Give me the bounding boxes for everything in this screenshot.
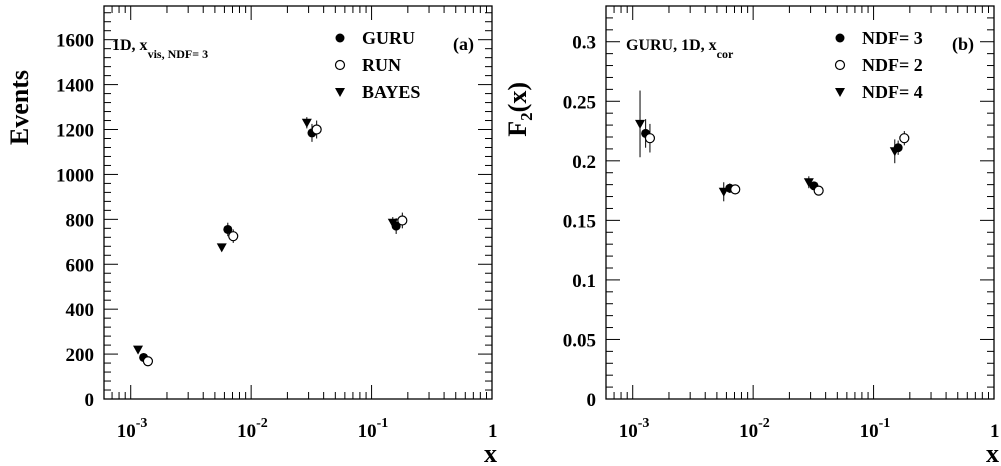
- y-tick-label: 400: [66, 300, 95, 321]
- x-tick-label: 10-1: [860, 416, 891, 442]
- plot-frame: [605, 5, 995, 400]
- legend-marker: [835, 33, 845, 43]
- y-tick-label: 0.3: [572, 33, 596, 54]
- legend: GURU RUN BAYES: [334, 28, 420, 102]
- x-tick-label-base: 10: [358, 421, 377, 442]
- y-tick-label: 0.15: [563, 211, 596, 232]
- series-2: [644, 123, 910, 196]
- series-1: [641, 119, 903, 193]
- annotation-main: 1D, x: [112, 37, 148, 54]
- annotation-sub: vis, NDF= 3: [148, 47, 209, 61]
- legend-label: NDF= 3: [862, 28, 923, 48]
- x-tick-label-exponent: -2: [256, 416, 268, 431]
- y-axis-title: Events: [5, 70, 34, 145]
- series-3: [133, 117, 398, 355]
- y-tick-label: 600: [66, 255, 95, 276]
- chart-panel-b: 10-3 10-2 10-1 100.050.10.150.20.250.3xF2(x…: [503, 5, 1000, 466]
- x-tick-label: 1: [488, 421, 498, 442]
- data-point: [889, 147, 900, 157]
- y-axis-title-sub: 2: [517, 112, 536, 121]
- legend-label: RUN: [362, 55, 401, 75]
- x-tick-label-exponent: -1: [377, 416, 389, 431]
- y-tick-label: 0.2: [572, 152, 596, 173]
- data-point: [803, 178, 814, 188]
- data-point: [216, 243, 227, 253]
- y-tick-label: 0: [587, 390, 597, 411]
- legend-label: NDF= 2: [862, 55, 923, 75]
- data-point: [644, 133, 656, 144]
- y-tick-label: 0.1: [572, 271, 596, 292]
- data-point: [718, 187, 729, 197]
- panel-label: (a): [453, 34, 474, 55]
- data-point: [397, 215, 408, 226]
- x-tick-label-exponent: -3: [136, 416, 148, 431]
- series-3: [635, 90, 900, 202]
- data-point: [813, 185, 824, 196]
- y-tick-label: 0.25: [563, 92, 596, 113]
- data-point: [142, 356, 154, 367]
- x-tick-label-base: 1: [488, 421, 498, 442]
- x-tick-label-base: 10: [237, 421, 256, 442]
- x-tick-label-exponent: -2: [758, 416, 770, 431]
- y-axis-title-group: Events: [5, 70, 34, 145]
- legend-marker: [335, 33, 345, 43]
- annotation-main: GURU, 1D, x: [626, 37, 717, 54]
- panel-annotation: 1D, xvis, NDF= 3: [112, 37, 208, 61]
- legend-marker: [834, 59, 846, 71]
- y-tick-label: 1400: [56, 76, 94, 97]
- legend-marker: [335, 88, 345, 97]
- x-tick-label: 10-3: [619, 416, 650, 442]
- y-tick-label: 200: [66, 345, 95, 366]
- x-tick-label-exponent: -1: [879, 416, 891, 431]
- legend-label: BAYES: [362, 82, 420, 102]
- x-tick-label-base: 10: [739, 421, 758, 442]
- x-tick-label: 10-1: [358, 416, 389, 442]
- y-axis-title: F2(x): [503, 82, 536, 137]
- y-tick-label: 1600: [56, 31, 94, 52]
- x-tick-label: 10-2: [739, 416, 770, 442]
- x-tick-label: 1: [990, 421, 1000, 442]
- y-axis-title-rest: (x): [503, 82, 532, 112]
- chart-panel-a: 10-3 10-2 10-1 1020040060080010001200140016…: [5, 5, 498, 466]
- data-point: [311, 124, 322, 135]
- y-axis-title-group: F2(x): [503, 82, 536, 137]
- y-tick-label: 1200: [56, 121, 94, 142]
- data-point: [730, 184, 741, 195]
- y-tick-label: 800: [66, 210, 95, 231]
- x-tick-label: 10-3: [117, 416, 148, 442]
- legend: NDF= 3 NDF= 2 NDF= 4: [834, 28, 923, 102]
- panel-annotation: GURU, 1D, xcor: [626, 37, 734, 61]
- data-point: [387, 218, 398, 228]
- y-tick-label: 0: [85, 390, 95, 411]
- panel-label: (b): [952, 34, 974, 55]
- x-tick-label-exponent: -3: [638, 416, 650, 431]
- data-point: [301, 118, 312, 128]
- data-point: [223, 224, 233, 234]
- data-point: [228, 231, 239, 242]
- legend-marker: [835, 88, 845, 97]
- y-tick-label: 0.05: [563, 330, 596, 351]
- series-1: [139, 123, 401, 362]
- annotation-sub: cor: [717, 47, 734, 61]
- data-point: [635, 119, 646, 129]
- x-tick-label-base: 1: [990, 421, 1000, 442]
- y-tick-label: 1000: [56, 165, 94, 186]
- x-tick-label-base: 10: [117, 421, 136, 442]
- data-point: [899, 133, 910, 144]
- legend-marker: [334, 59, 346, 71]
- series-2: [142, 120, 408, 367]
- x-tick-label: 10-2: [237, 416, 268, 442]
- x-tick-label-base: 10: [860, 421, 879, 442]
- plot-frame: [103, 5, 493, 400]
- legend-label: NDF= 4: [862, 82, 923, 102]
- legend-label: GURU: [362, 28, 415, 48]
- y-axis-title-main: F: [503, 121, 532, 137]
- data-point: [133, 345, 144, 355]
- x-axis-title: x: [986, 439, 999, 466]
- x-axis-title: x: [484, 439, 497, 466]
- x-tick-label-base: 10: [619, 421, 638, 442]
